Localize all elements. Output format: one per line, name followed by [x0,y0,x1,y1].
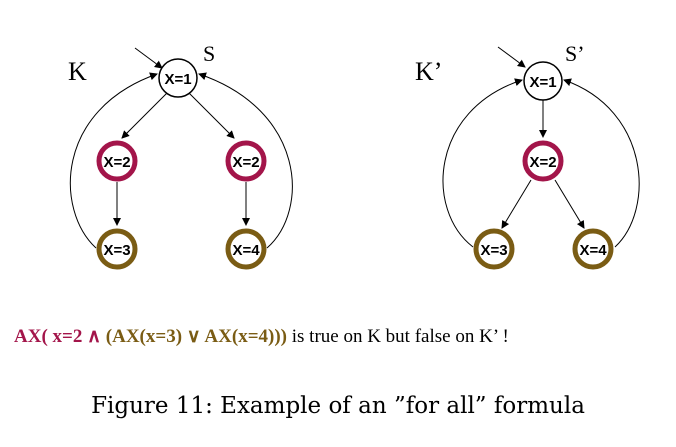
edge-kp-mid-leftleaf [501,179,532,229]
node-kp-mid [522,140,564,182]
node-kp-rightleaf [572,228,614,270]
node-k-rightmid [225,140,267,182]
formula-line: AX( x=2 ∧ (AX(x=3) ∨ AX(x=4))) is true o… [14,325,664,348]
loop-k-rightleaf-root [198,72,293,249]
node-k-leftleaf [96,228,138,270]
node-kp-mid-label: X=2 [529,154,556,171]
diagram-k-prime-start-label: S’ [565,41,585,66]
edge-k-root-rightmid [188,92,235,139]
node-kp-leftleaf [473,228,515,270]
edge-kp-mid-rightleaf [554,179,585,229]
node-kp-root [523,61,563,101]
node-k-rightleaf [225,228,267,270]
diagram-k: K S X=1 X=2 X=2 X=3 X=4 [68,41,293,270]
formula-ax-x4: AX(x=4))) [200,326,287,347]
loop-k-leftleaf-root [69,72,158,249]
node-kp-root-label: X=1 [529,74,556,91]
diagram-k-prime-label: K’ [415,57,442,86]
node-k-root [158,58,198,98]
diagram-k-label: K [68,57,87,86]
initial-arrow-k-prime [497,46,526,68]
edge-k-root-leftmid [121,92,168,139]
initial-arrow-k [134,47,163,69]
formula-or-operator: ∨ [186,326,201,347]
node-k-leftleaf-label: X=3 [103,242,130,259]
diagram-k-start-label: S [203,41,215,66]
formula-ax-x2: AX( x=2 [14,326,88,347]
diagram-k-prime: K’ S’ X=1 X=2 X=3 X=4 [415,41,640,270]
loop-kp-rightleaf-root [563,78,640,248]
node-k-rightleaf-label: X=4 [232,242,260,259]
node-kp-rightleaf-label: X=4 [579,242,607,259]
figure-caption: Figure 11: Example of an ”for all” formu… [91,393,585,419]
loop-kp-leftleaf-root [442,78,523,248]
node-kp-leftleaf-label: X=3 [480,242,507,259]
node-k-leftmid [96,140,138,182]
formula-and-operator: ∧ [87,326,102,347]
node-k-rightmid-label: X=2 [232,154,259,171]
node-k-leftmid-label: X=2 [103,154,130,171]
formula-conclusion: is true on K but false on K’ ! [287,326,509,347]
formula-ax-x3: (AX(x=3) [101,326,187,347]
node-k-root-label: X=1 [164,71,191,88]
